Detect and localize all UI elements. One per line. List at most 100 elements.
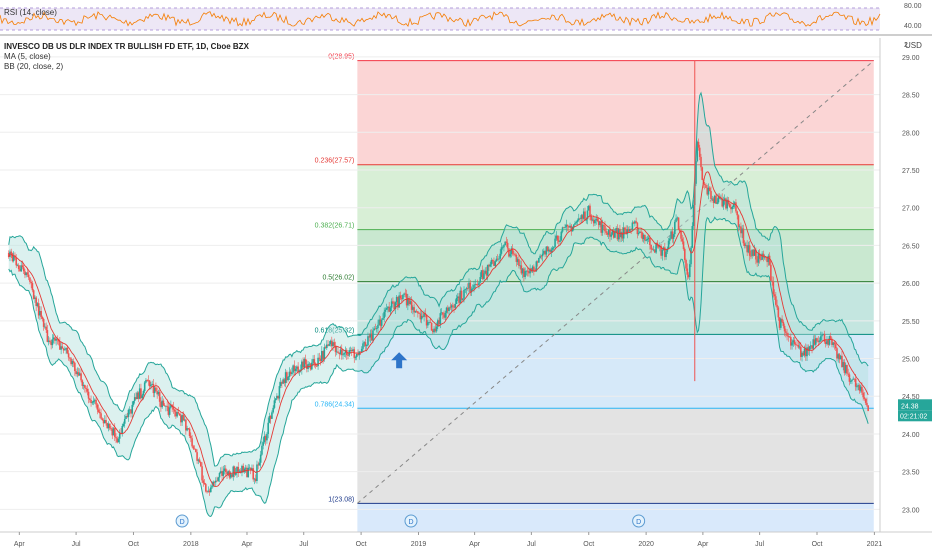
bollinger-bands: [8, 91, 869, 518]
candle-body: [193, 448, 196, 450]
candle-body: [496, 258, 499, 260]
candle-body: [410, 301, 413, 310]
candle-body: [524, 271, 526, 277]
candle-body: [306, 364, 308, 369]
candle-body: [296, 366, 298, 369]
dividend-marker: [175, 514, 189, 528]
candle-body: [34, 297, 36, 299]
axes: 29.00 28.50 28.00 27.50 27.00 26.50 26.00 25.50…: [0, 38, 932, 548]
candle-body: [859, 386, 862, 391]
candle-body: [708, 187, 711, 192]
candle-body: [44, 326, 46, 328]
candle-body: [216, 480, 218, 482]
candle-body: [549, 249, 551, 253]
candle-body: [408, 298, 410, 305]
candle-body: [105, 420, 107, 424]
candle-body: [432, 330, 434, 333]
candle-body: [843, 362, 846, 373]
candle-body: [757, 253, 760, 263]
candle-body: [231, 474, 233, 477]
candle-body: [155, 387, 157, 392]
candle-body: [508, 248, 510, 257]
candle-body: [589, 205, 591, 217]
candle-body: [60, 346, 62, 350]
candle-body: [500, 247, 503, 254]
candle-body: [226, 472, 228, 475]
candle-body: [612, 230, 615, 238]
candle-body: [548, 249, 550, 252]
candle-body: [530, 268, 533, 272]
candle-body: [816, 338, 818, 341]
candle-body: [579, 218, 581, 220]
candle-body: [181, 415, 183, 423]
candle-body: [736, 211, 738, 216]
candle-body: [448, 307, 450, 311]
candle-body: [725, 198, 727, 209]
candle-body: [775, 296, 777, 305]
candle-body: [146, 380, 148, 381]
candle-body: [15, 257, 18, 266]
candle-body: [813, 339, 816, 345]
candle-body: [574, 222, 576, 225]
candle-body: [287, 376, 289, 381]
candle-body: [836, 348, 838, 359]
candle-body: [590, 216, 593, 221]
candle-body: [617, 228, 620, 240]
candle-body: [205, 484, 207, 492]
candle-body: [733, 202, 736, 205]
candle-body: [111, 429, 114, 436]
candle-body: [642, 234, 645, 240]
candle-body: [864, 398, 867, 403]
price-axis-tick: 23.50: [902, 470, 920, 477]
fib-trend-line: [357, 60, 875, 504]
candle-body: [192, 446, 195, 449]
candle-body: [651, 249, 654, 251]
candle-body: [87, 391, 90, 399]
time-axis-tick: Apr: [469, 541, 481, 548]
candle-body: [604, 225, 606, 232]
candle-body: [246, 467, 248, 478]
candle-body: [723, 198, 726, 200]
candle-body: [538, 257, 540, 263]
candle-body: [186, 428, 188, 431]
candle-body: [276, 395, 278, 399]
candle-body: [228, 471, 231, 478]
candle-body: [125, 416, 127, 419]
candle-body: [115, 436, 117, 439]
candle-body: [706, 187, 709, 195]
candle-body: [495, 258, 498, 262]
candle-body: [29, 277, 31, 282]
candle-body: [162, 400, 165, 406]
candle-body: [121, 425, 124, 434]
candle-body: [93, 399, 96, 401]
candle-body: [807, 347, 810, 351]
candle-body: [814, 338, 817, 345]
countdown-label: 02:21:02: [900, 413, 927, 420]
candle-body: [349, 350, 352, 351]
candle-body: [450, 305, 453, 308]
candle-body: [25, 272, 27, 276]
candle-body: [292, 365, 294, 373]
candle-body: [560, 231, 563, 241]
candle-body: [178, 413, 181, 416]
candle-body: [418, 313, 420, 314]
candle-body: [685, 259, 687, 269]
fibonacci-retracement[interactable]: 0(28.95)0.236(27.57)0.382(26.71)0.5(26.0…: [315, 54, 875, 532]
candle-body: [140, 388, 142, 399]
candle-body: [172, 407, 175, 410]
candle-body: [539, 255, 541, 258]
candle-body: [839, 355, 842, 360]
candle-body: [728, 204, 731, 208]
candle-body: [213, 481, 216, 483]
price-axis-tick: 24.00: [902, 432, 920, 439]
candle-body: [761, 253, 763, 260]
candle-body: [327, 344, 329, 346]
candle-body: [170, 404, 172, 408]
candle-body: [629, 229, 631, 232]
ma-line: [8, 171, 869, 487]
price-axis-tick: 26.50: [902, 243, 920, 250]
candle-body: [89, 398, 91, 401]
candle-body: [375, 328, 378, 329]
